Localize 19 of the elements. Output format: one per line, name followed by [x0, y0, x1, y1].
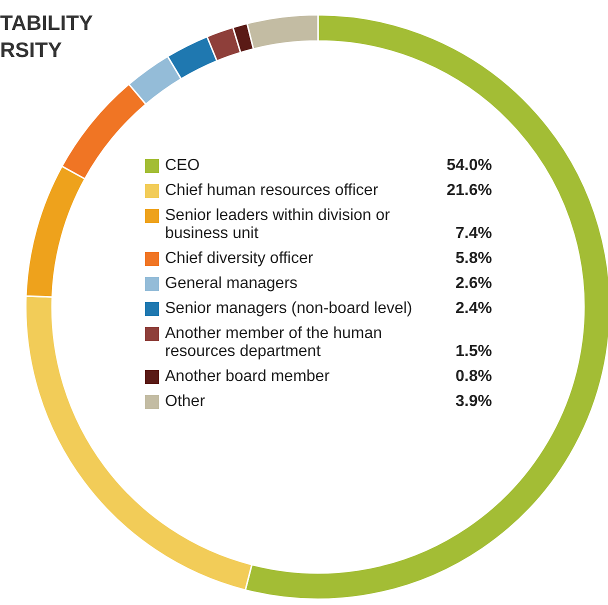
data-label: 0.8% — [454, 368, 492, 386]
legend-label: General managers — [165, 275, 299, 293]
data-label: 7.4% — [454, 225, 492, 243]
data-label: 3.9% — [454, 393, 492, 411]
legend-label: Another board member — [165, 368, 331, 386]
data-label: 2.6% — [454, 275, 492, 293]
legend-label: Other — [165, 393, 206, 411]
legend-label: Chief diversity officer — [165, 250, 314, 268]
legend-label: Another member of the human resources department — [165, 325, 384, 361]
data-label: 5.8% — [454, 250, 492, 268]
legend-label: Senior managers (non-board level) — [165, 300, 414, 318]
data-label: 54.0% — [446, 157, 492, 175]
data-label: 21.6% — [446, 182, 492, 200]
data-label: 1.5% — [454, 343, 492, 361]
legend-label: CEO — [165, 157, 201, 175]
text: TABILITY RSITY — [0, 11, 93, 64]
legend-label: Senior leaders within division or business unit — [165, 207, 391, 243]
legend-label: Chief human resources officer — [165, 182, 380, 200]
data-label: 2.4% — [454, 300, 492, 318]
